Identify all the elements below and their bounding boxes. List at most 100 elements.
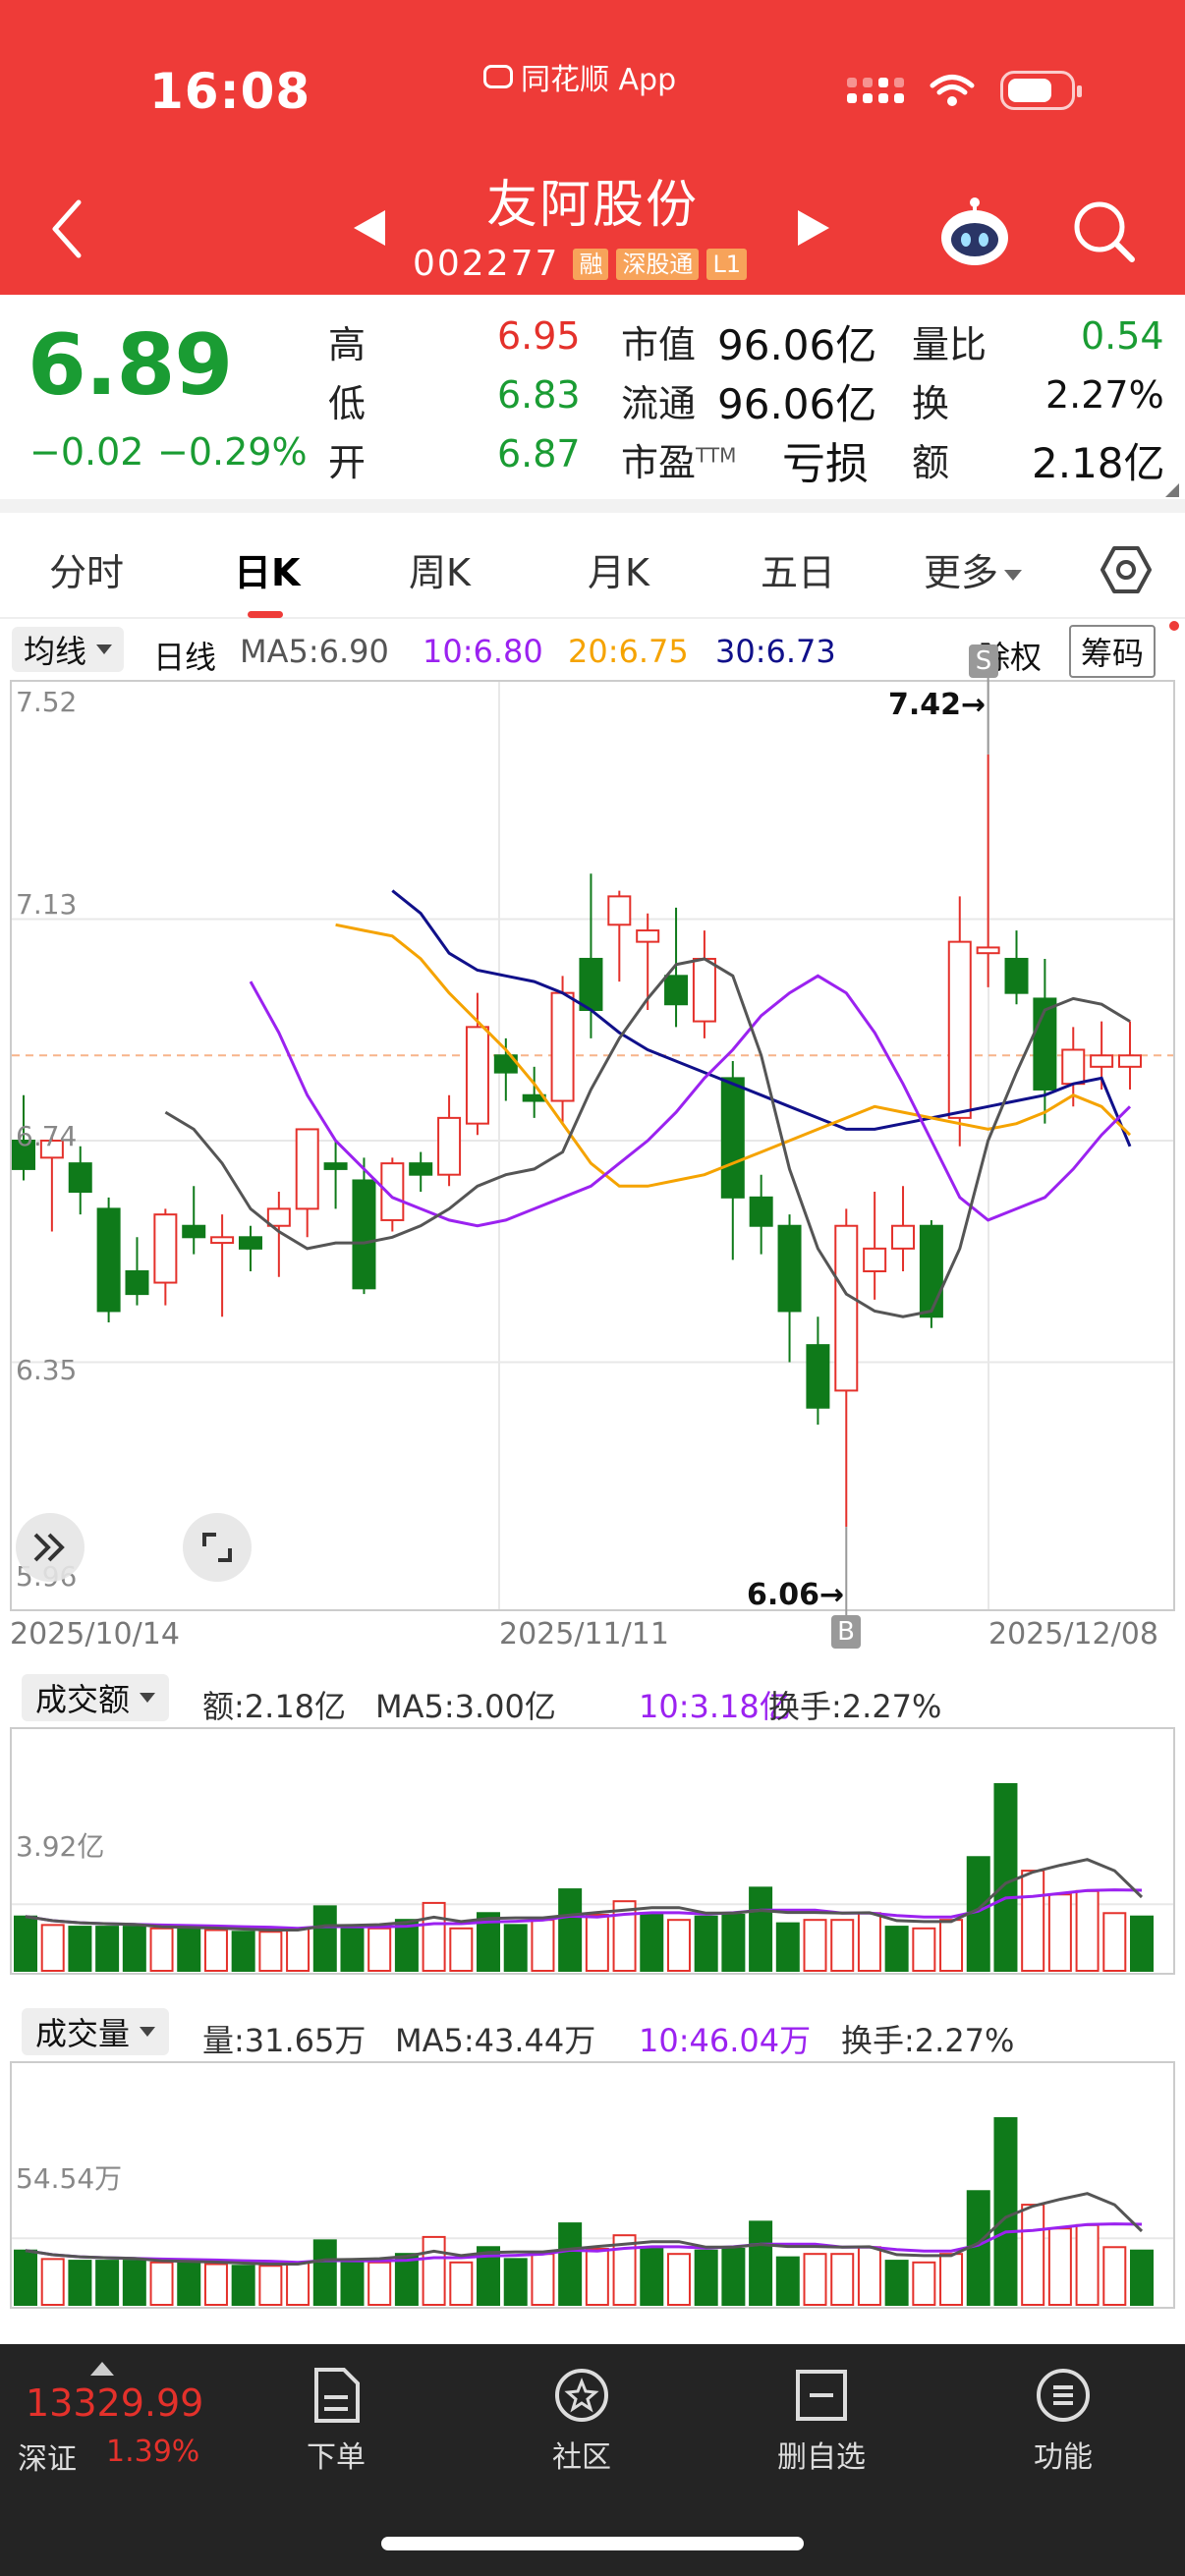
amount-bar	[231, 1931, 255, 1972]
amount-bar	[177, 1927, 201, 1972]
kline-chart[interactable]	[0, 0, 1185, 1670]
chevron-down-icon	[96, 644, 113, 654]
low-price-marker: 6.06→	[747, 1578, 845, 1612]
volume-type-label: 成交量	[35, 2015, 131, 2052]
mktcap-label: 市值	[621, 323, 697, 366]
volume-bar	[231, 2265, 255, 2306]
expand-icon	[202, 1533, 232, 1562]
ma30-line	[391, 889, 1132, 1148]
section-divider	[0, 499, 1185, 513]
volume-bar	[95, 2260, 120, 2307]
candle-body	[125, 1269, 149, 1296]
tab-more[interactable]: 更多	[924, 542, 1023, 596]
y-tick-label: 6.35	[16, 1354, 78, 1386]
star-badge-icon	[555, 2369, 608, 2422]
robot-assistant-icon[interactable]	[937, 195, 1012, 269]
next-stock-icon[interactable]	[796, 208, 831, 248]
ma20-line	[335, 923, 1132, 1188]
amount-bar	[340, 1927, 365, 1972]
pe-label: 市盈TTM	[621, 432, 736, 486]
ma-legend-row: 均线 日线 MA5:6.90 10:6.80 20:6.75 30:6.73 除…	[0, 621, 1185, 680]
amount-bar	[558, 1888, 583, 1972]
volume-bar	[477, 2246, 501, 2306]
price-change-pct: −0.29%	[157, 430, 308, 474]
volume-ma5-line	[25, 2192, 1144, 2266]
volume-chart-frame	[10, 2061, 1175, 2309]
candle-body	[295, 1128, 319, 1210]
amount-chart-frame	[10, 1727, 1175, 1975]
amount-ma10: 10:3.18亿	[639, 1688, 791, 1725]
tab-intraday[interactable]: 分时	[49, 551, 125, 594]
stock-name: 友阿股份	[485, 176, 699, 235]
tab-monthly-k[interactable]: 月K	[588, 551, 649, 594]
volume-bar	[993, 2117, 1018, 2306]
tab-weekly-k[interactable]: 周K	[409, 551, 471, 594]
pe-value: 亏损	[782, 439, 869, 489]
amount-bar	[884, 1926, 909, 1973]
search-icon[interactable]	[1071, 198, 1136, 263]
chevron-down-icon	[140, 1693, 156, 1703]
indicator-type-dropdown[interactable]: 均线	[12, 627, 125, 672]
nav-order[interactable]: 下单	[257, 2366, 415, 2476]
volume-bar	[177, 2261, 201, 2306]
minus-square-icon	[796, 2370, 847, 2421]
sell-signal-badge[interactable]: S	[969, 644, 998, 678]
candle-body	[579, 957, 603, 1012]
scroll-chart-button[interactable]	[16, 1513, 85, 1582]
expand-corner-icon[interactable]	[1165, 483, 1179, 497]
volume-bar	[1021, 2204, 1045, 2306]
tab-daily-k[interactable]: 日K	[234, 551, 301, 594]
prev-stock-icon[interactable]	[352, 208, 387, 248]
index-value[interactable]: 13329.99	[26, 2381, 204, 2425]
ma20-value: 20:6.75	[568, 633, 689, 670]
amount-bar	[312, 1905, 337, 1972]
volume-type-dropdown[interactable]: 成交量	[22, 2008, 170, 2055]
kline-chart-frame	[10, 680, 1175, 1611]
candle-body	[692, 957, 716, 1023]
buy-signal-badge[interactable]: B	[831, 1615, 861, 1649]
high-price-marker: 7.42→	[888, 688, 987, 722]
turnover-value: 2.27%	[1045, 373, 1164, 417]
amount-bar	[640, 1912, 664, 1972]
battery-icon	[1000, 71, 1082, 110]
chevron-down-icon	[1004, 570, 1023, 581]
nav-remove-label: 删自选	[777, 2440, 866, 2475]
amount-turnover: 换手:2.27%	[768, 1688, 942, 1725]
nav-community[interactable]: 社区	[503, 2366, 660, 2476]
volume-bar	[258, 2265, 283, 2306]
volume-ma5: MA5:43.44万	[395, 2022, 596, 2059]
status-time: 16:08	[149, 63, 311, 120]
volume-bar	[312, 2239, 337, 2306]
x-date-mid: 2025/11/11	[499, 1617, 669, 1652]
stock-code: 002277	[413, 244, 560, 284]
amount-type-dropdown[interactable]: 成交额	[22, 1674, 170, 1721]
candle-body	[182, 1224, 206, 1239]
header: 16:08 同花顺 App 友阿股份 002277 融 深股通 L1	[0, 0, 1185, 295]
candle-body	[96, 1207, 121, 1313]
amount-bar	[939, 1919, 964, 1973]
candle-body	[153, 1213, 178, 1284]
nav-remove-watchlist[interactable]: 删自选	[743, 2366, 900, 2476]
volume-bar	[694, 2249, 718, 2307]
amount-type-label: 成交额	[35, 1681, 131, 1718]
candle-body	[1061, 1048, 1086, 1086]
candle-body	[891, 1224, 916, 1250]
nav-community-label: 社区	[552, 2440, 611, 2475]
fullscreen-button[interactable]	[183, 1513, 252, 1582]
candle-body	[806, 1344, 830, 1409]
candle-body	[720, 1077, 745, 1199]
settings-hexagon-icon[interactable]	[1099, 542, 1154, 597]
amount-bar	[531, 1919, 555, 1973]
candle-body	[919, 1224, 943, 1318]
volume-bar	[340, 2261, 365, 2306]
active-tab-indicator	[248, 611, 283, 618]
amount-bar	[749, 1886, 773, 1972]
nav-functions[interactable]: 功能	[985, 2366, 1142, 2476]
float-value: 96.06亿	[717, 380, 877, 428]
tab-five-day[interactable]: 五日	[761, 551, 836, 594]
chip-distribution-button[interactable]: 筹码	[1069, 625, 1157, 678]
candle-body	[607, 895, 632, 926]
amount-bar	[803, 1919, 827, 1973]
nav-functions-label: 功能	[1034, 2440, 1093, 2475]
back-icon[interactable]	[45, 196, 90, 261]
